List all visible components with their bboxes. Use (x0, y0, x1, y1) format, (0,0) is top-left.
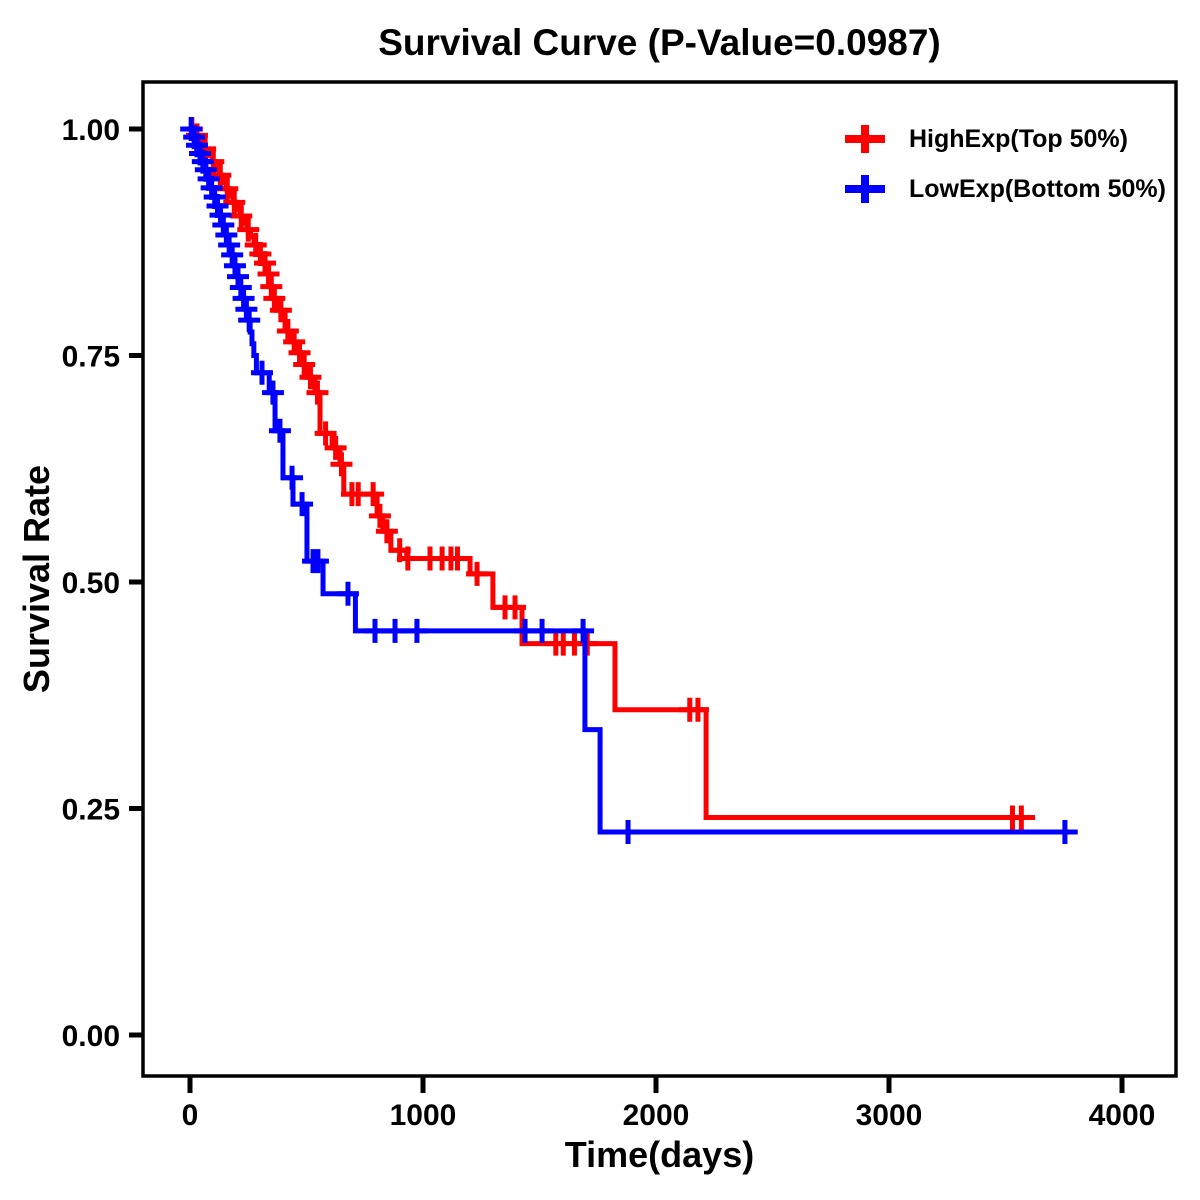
y-axis-ticks: 0.00 0.25 0.50 0.75 1.00 (62, 114, 143, 1053)
legend: HighExp(Top 50%) LowExp(Bottom 50%) (843, 114, 1166, 214)
legend-label-highexp: HighExp(Top 50%) (909, 124, 1128, 153)
plot-border (141, 80, 1178, 1078)
lowexp-censor-marks (180, 117, 1076, 845)
x-tick-label: 0 (182, 1099, 199, 1132)
highexp-curve (180, 117, 1036, 830)
x-tick-label: 1000 (390, 1099, 457, 1132)
y-tick-label: 0.00 (62, 1020, 120, 1053)
plus-marker-icon (845, 125, 885, 153)
x-tick-label: 4000 (1089, 1099, 1156, 1132)
legend-item-highexp: HighExp(Top 50%) (843, 114, 1166, 164)
plus-marker-icon (845, 175, 885, 203)
x-tick-label: 2000 (623, 1099, 690, 1132)
y-axis-title: Survival Rate (16, 464, 57, 694)
lowexp-step-line (190, 126, 1078, 835)
y-tick-label: 0.50 (62, 567, 120, 600)
y-tick-label: 0.75 (62, 341, 120, 374)
x-axis-ticks: 0 1000 2000 3000 4000 (182, 1076, 1156, 1132)
legend-item-lowexp: LowExp(Bottom 50%) (843, 164, 1166, 214)
x-axis-title: Time(days) (564, 1134, 755, 1175)
highexp-step-line (190, 126, 1036, 821)
legend-label-lowexp: LowExp(Bottom 50%) (909, 174, 1166, 203)
highexp-censor-marks (180, 117, 1033, 830)
chart-title: Survival Curve (P-Value=0.0987) (378, 22, 941, 63)
x-tick-label: 3000 (856, 1099, 923, 1132)
lowexp-curve (180, 117, 1078, 845)
y-tick-label: 0.25 (62, 794, 120, 827)
y-tick-label: 1.00 (62, 114, 120, 147)
